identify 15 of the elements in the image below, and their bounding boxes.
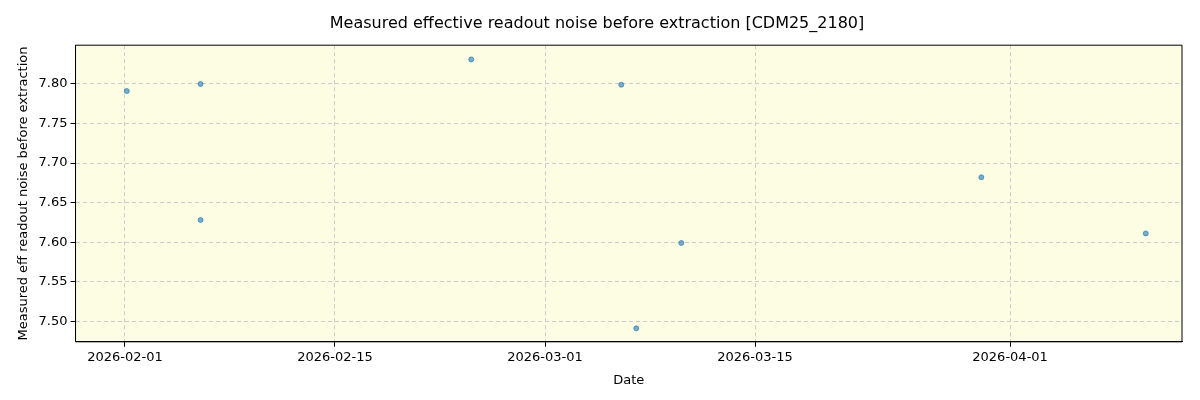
y-tick-label: 7.55 — [38, 273, 68, 289]
x-tick-label: 2026-03-01 — [507, 348, 583, 364]
y-tick-label: 7.65 — [38, 193, 68, 209]
y-tick-label: 7.60 — [38, 233, 68, 249]
y-axis-title: Measured eff readout noise before extraction — [15, 46, 31, 341]
y-tick-label: 7.80 — [38, 75, 68, 91]
y-tick-label: 7.75 — [38, 114, 68, 130]
x-tick-label: 2026-02-01 — [87, 348, 163, 364]
chart-title: Measured effective readout noise before extraction [CDM25_2180] — [329, 12, 865, 33]
y-tick-label: 7.70 — [38, 154, 68, 170]
x-tick-label: 2026-03-15 — [717, 348, 793, 364]
x-axis-title: Date — [613, 371, 645, 387]
x-tick-label: 2026-02-15 — [297, 348, 373, 364]
y-tick-label: 7.50 — [38, 312, 68, 328]
x-tick-label: 2026-04-01 — [972, 348, 1048, 364]
